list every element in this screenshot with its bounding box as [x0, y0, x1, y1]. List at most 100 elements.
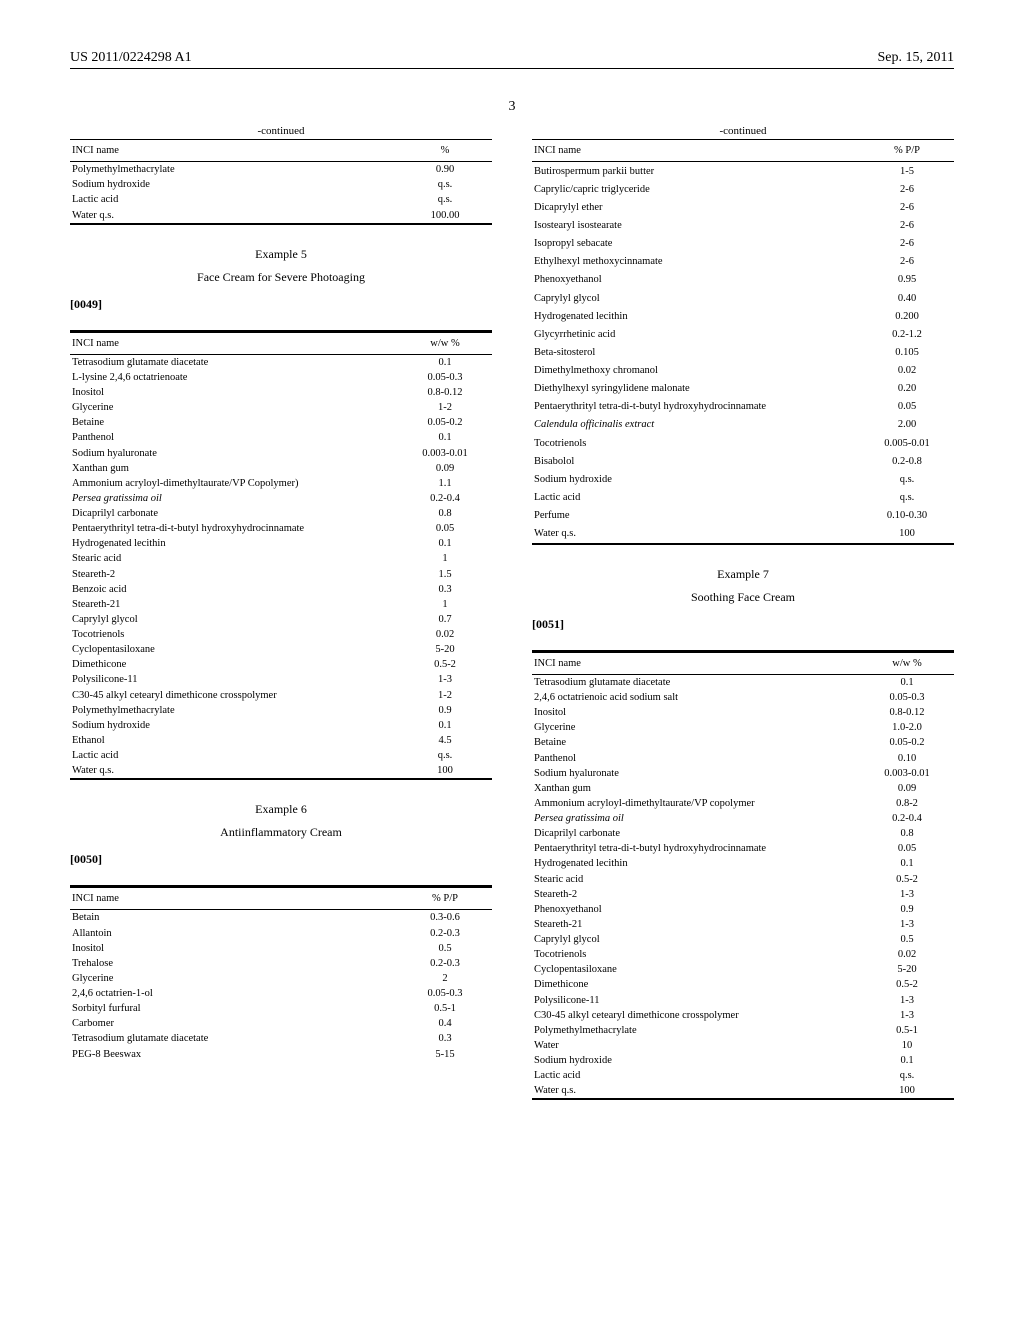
publication-date: Sep. 15, 2011	[878, 50, 954, 66]
table-row: Beta-sitosterol0.105	[532, 343, 954, 361]
ingredient-name: Water q.s.	[70, 763, 398, 778]
table-row: Betaine0.05-0.2	[70, 415, 492, 430]
table-row: Polysilicone-111-3	[532, 993, 954, 1008]
right-column: -continued INCI name % P/P Butirospermum…	[532, 125, 954, 1114]
table-row: Glycerine2	[70, 971, 492, 986]
table-row: Isopropyl sebacate2-6	[532, 235, 954, 253]
ingredient-name: 2,4,6 octatrien-1-ol	[70, 986, 398, 1001]
ingredient-name: Caprylic/capric triglyceride	[532, 180, 860, 198]
table-header-row: INCI name %	[70, 140, 492, 162]
ingredient-name: Inositol	[532, 705, 860, 720]
ingredient-name: PEG-8 Beeswax	[70, 1047, 398, 1062]
ingredient-name: Cyclopentasiloxane	[532, 962, 860, 977]
ingredient-name: 2,4,6 octatrienoic acid sodium salt	[532, 690, 860, 705]
ingredient-name: Isostearyl isostearate	[532, 217, 860, 235]
ingredient-value: 0.09	[860, 781, 954, 796]
ingredient-value: q.s.	[398, 192, 492, 207]
ingredient-value: 0.05-0.3	[398, 370, 492, 385]
continued-label: -continued	[70, 125, 492, 137]
ingredient-name: Tetrasodium glutamate diacetate	[532, 674, 860, 690]
table-row: Pentaerythrityl tetra-di-t-butyl hydroxy…	[532, 398, 954, 416]
ingredient-name: Polysilicone-11	[532, 993, 860, 1008]
ingredient-name: Sorbityl furfural	[70, 1001, 398, 1016]
table-example-7: INCI name w/w % Tetrasodium glutamate di…	[532, 650, 954, 1101]
table-row: Carbomer0.4	[70, 1016, 492, 1031]
ingredient-name: Water q.s.	[70, 208, 398, 223]
ingredient-value: 0.05-0.2	[398, 415, 492, 430]
ingredient-name: Sodium hydroxide	[70, 718, 398, 733]
table-row: Polymethylmethacrylate0.5-1	[532, 1023, 954, 1038]
ingredient-name: Pentaerythrityl tetra-di-t-butyl hydroxy…	[70, 521, 398, 536]
ingredient-value: 0.2-0.3	[398, 956, 492, 971]
ingredient-name: Sodium hyaluronate	[532, 766, 860, 781]
ingredient-name: Tocotrienols	[70, 627, 398, 642]
ingredient-name: Allantoin	[70, 926, 398, 941]
table-row: Lactic acidq.s.	[532, 1068, 954, 1083]
table-row: Ethanol4.5	[70, 733, 492, 748]
ingredient-value: 0.2-0.8	[860, 452, 954, 470]
table-row: C30-45 alkyl cetearyl dimethicone crossp…	[532, 1008, 954, 1023]
ingredient-value: 0.5-1	[860, 1023, 954, 1038]
ingredient-value: 10	[860, 1038, 954, 1053]
table-row: Lactic acidq.s.	[532, 488, 954, 506]
table-row: Caprylyl glycol0.5	[532, 932, 954, 947]
ingredient-name: Steareth-2	[70, 567, 398, 582]
ingredient-value: q.s.	[860, 470, 954, 488]
table-row: Dicaprylyl ether2-6	[532, 198, 954, 216]
col-header-pct: %	[398, 140, 492, 162]
ingredient-value: 0.8-2	[860, 796, 954, 811]
ingredient-value: 1-2	[398, 688, 492, 703]
ingredient-name: Diethylhexyl syringylidene malonate	[532, 380, 860, 398]
table-row: Dimethicone0.5-2	[532, 977, 954, 992]
table-body: Tetrasodium glutamate diacetate0.1L-lysi…	[70, 354, 492, 778]
table-row: 2,4,6 octatrienoic acid sodium salt0.05-…	[532, 690, 954, 705]
table-body: Tetrasodium glutamate diacetate0.12,4,6 …	[532, 674, 954, 1098]
ingredient-name: Inositol	[70, 385, 398, 400]
ingredient-value: q.s.	[860, 1068, 954, 1083]
ingredient-name: Phenoxyethanol	[532, 902, 860, 917]
ingredient-name: Water q.s.	[532, 1083, 860, 1098]
ingredient-value: 1.1	[398, 476, 492, 491]
ingredient-name: Lactic acid	[532, 488, 860, 506]
ingredient-value: 0.5-2	[860, 977, 954, 992]
table-row: Dicaprilyl carbonate0.8	[532, 826, 954, 841]
ingredient-value: 0.1	[860, 674, 954, 690]
ingredient-value: 100	[398, 763, 492, 778]
ingredient-value: 0.2-0.3	[398, 926, 492, 941]
table-header-row: INCI name w/w %	[532, 652, 954, 674]
ingredient-value: 0.3-0.6	[398, 910, 492, 926]
table-row: Tocotrienols0.005-0.01	[532, 434, 954, 452]
table-row: Hydrogenated lecithin0.1	[70, 536, 492, 551]
publication-number: US 2011/0224298 A1	[70, 50, 192, 66]
ingredient-name: Ammonium acryloyl-dimethyltaurate/VP cop…	[532, 796, 860, 811]
ingredient-value: 2-6	[860, 235, 954, 253]
ingredient-name: Steareth-21	[532, 917, 860, 932]
ingredient-name: Polymethylmethacrylate	[532, 1023, 860, 1038]
ingredient-value: 0.5	[860, 932, 954, 947]
ingredient-value: 0.1	[398, 718, 492, 733]
ingredient-value: 1-3	[860, 887, 954, 902]
ingredient-name: Benzoic acid	[70, 582, 398, 597]
page-number: 3	[70, 99, 954, 115]
ingredient-value: 0.09	[398, 461, 492, 476]
table-row: Polysilicone-111-3	[70, 672, 492, 687]
col-header-inci: INCI name	[70, 140, 398, 162]
ingredient-value: 0.95	[860, 271, 954, 289]
table-row: Polymethylmethacrylate0.90	[70, 162, 492, 178]
table-row: Xanthan gum0.09	[70, 461, 492, 476]
table-row: Hydrogenated lecithin0.200	[532, 307, 954, 325]
table-row: Water q.s.100	[532, 525, 954, 543]
ingredient-name: C30-45 alkyl cetearyl dimethicone crossp…	[532, 1008, 860, 1023]
ingredient-value: 100	[860, 1083, 954, 1098]
table-row: Trehalose0.2-0.3	[70, 956, 492, 971]
table-row: Sodium hydroxideq.s.	[532, 470, 954, 488]
ingredient-name: Trehalose	[70, 956, 398, 971]
ingredient-name: Caprylyl glycol	[532, 289, 860, 307]
ingredient-value: 0.8-0.12	[860, 705, 954, 720]
table-row: Panthenol0.10	[532, 751, 954, 766]
ingredient-value: 0.90	[398, 162, 492, 178]
ingredient-value: 0.3	[398, 1031, 492, 1046]
ingredient-value: 2-6	[860, 198, 954, 216]
table-row: Caprylyl glycol0.7	[70, 612, 492, 627]
table-row: Persea gratissima oil0.2-0.4	[70, 491, 492, 506]
